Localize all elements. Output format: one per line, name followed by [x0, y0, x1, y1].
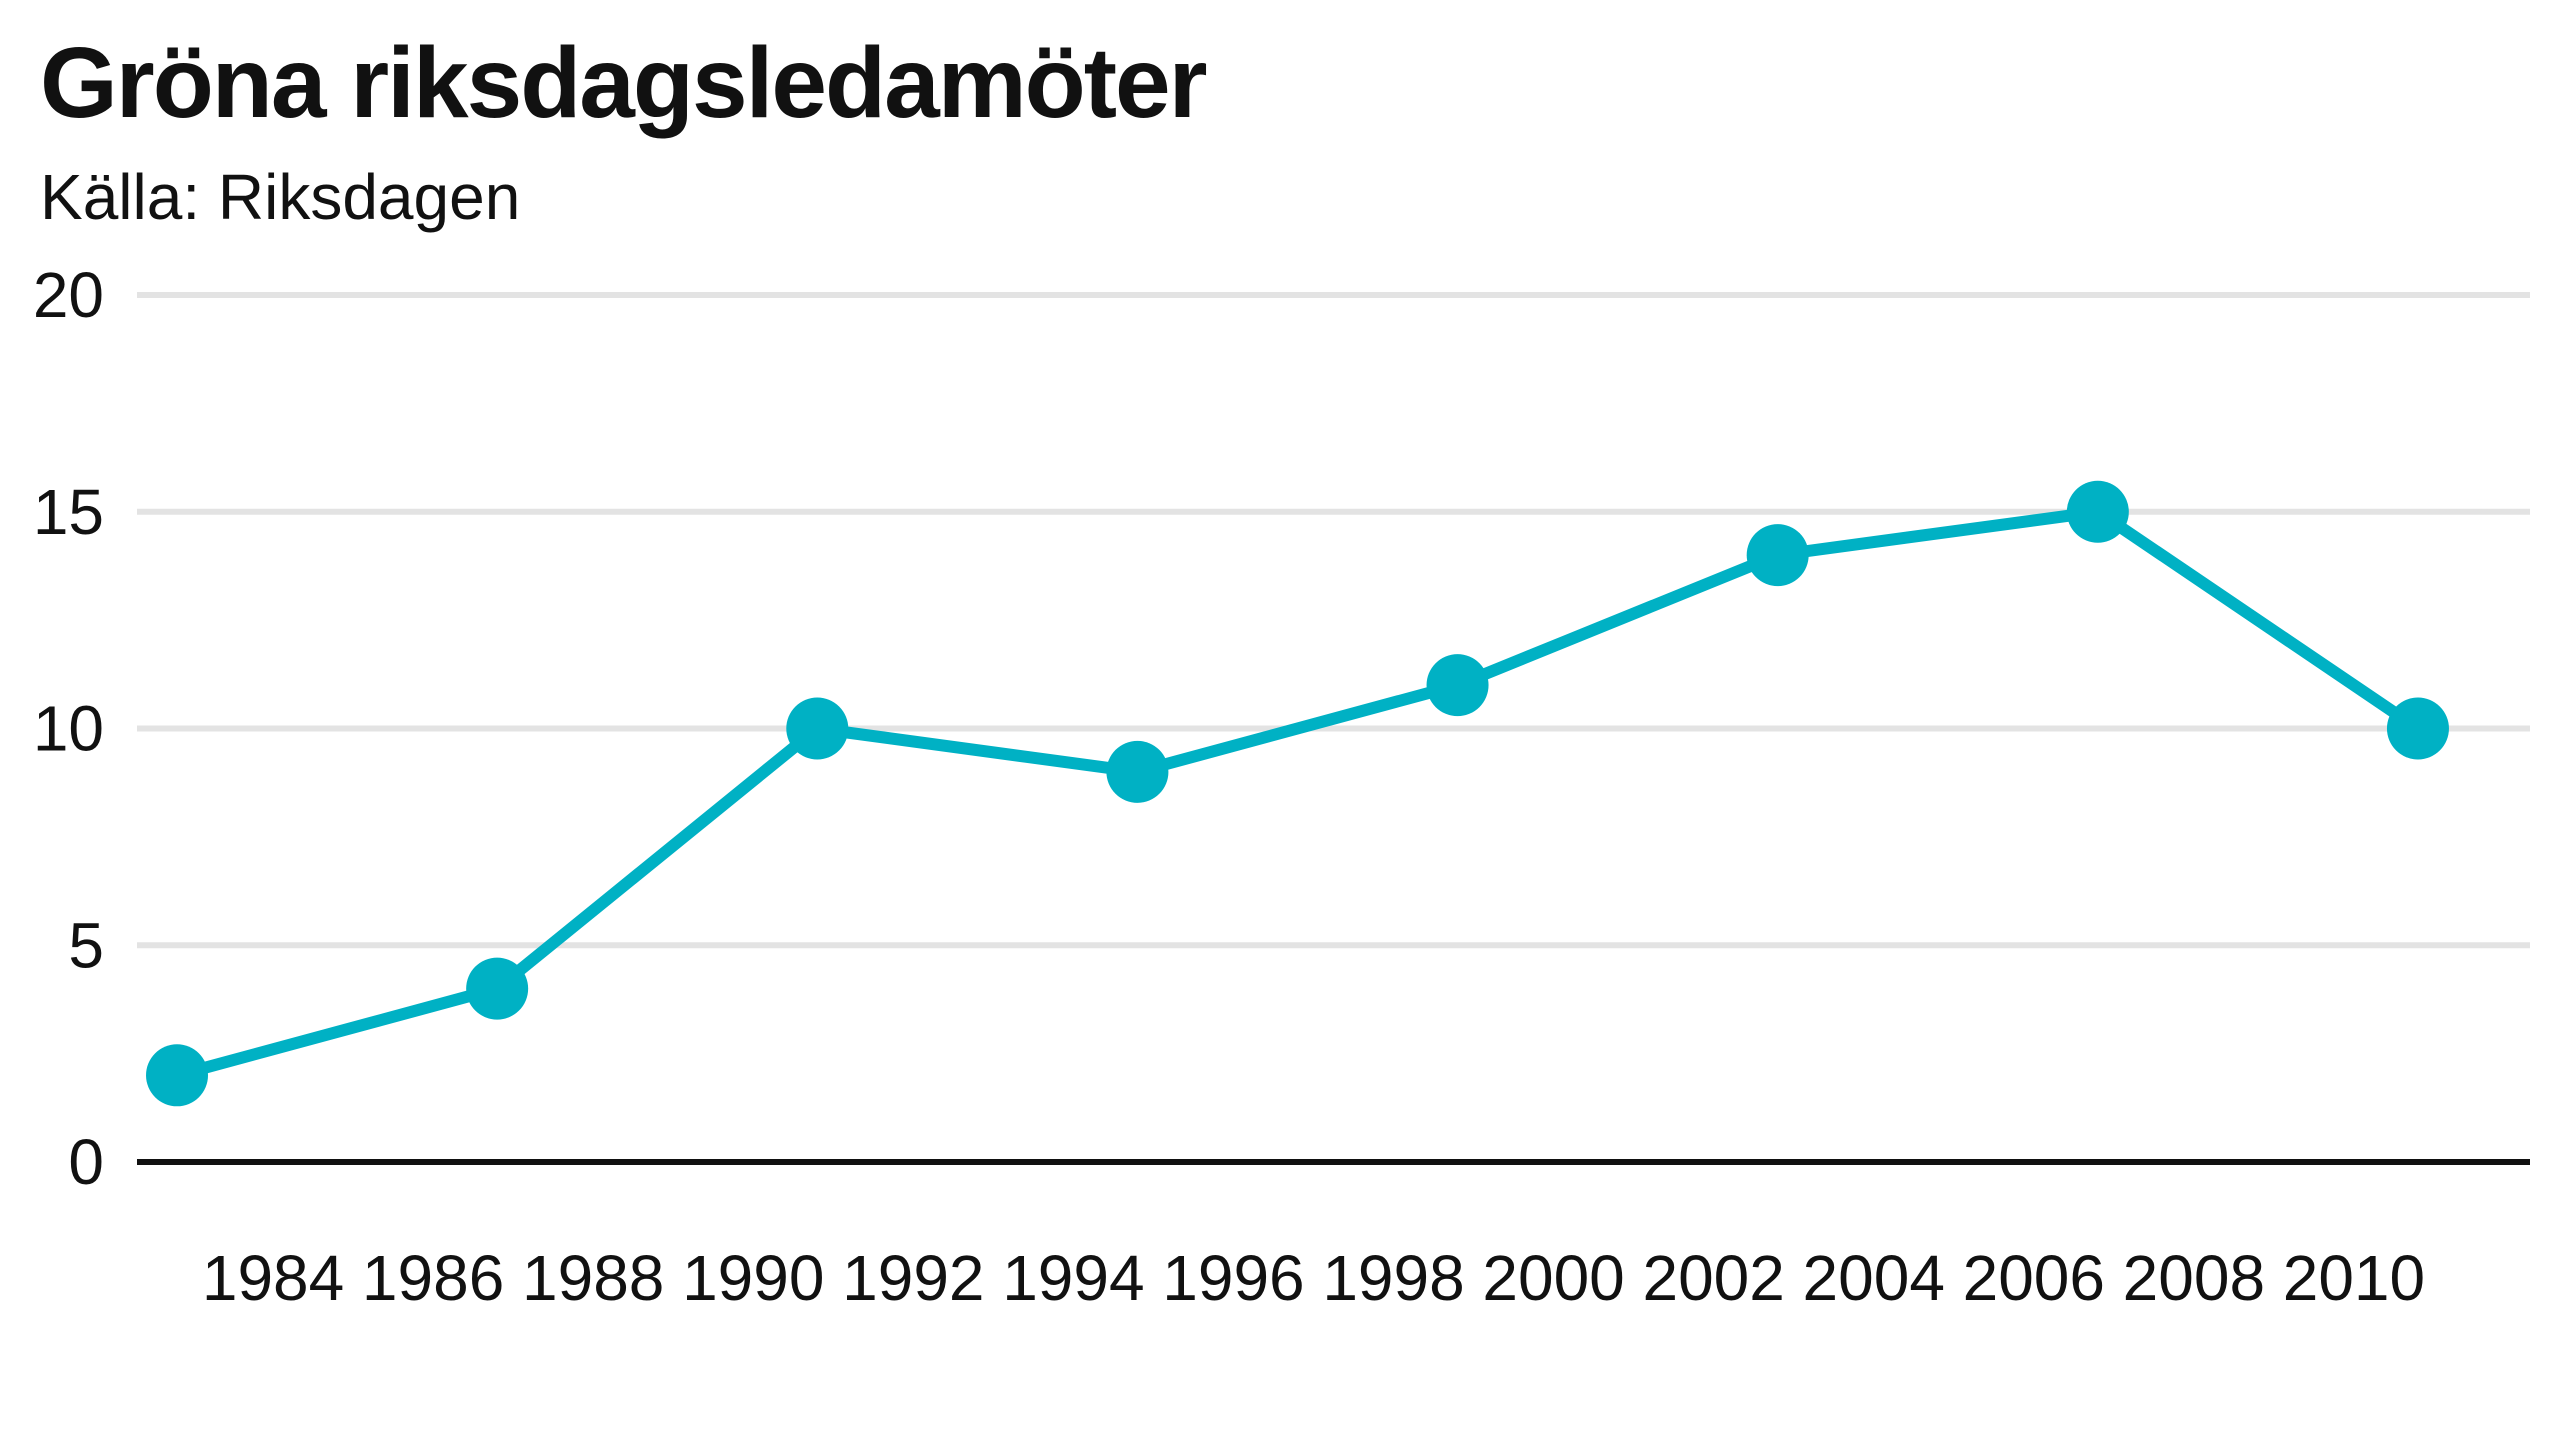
chart-source: Källa: Riksdagen — [40, 161, 521, 233]
y-tick-label-0: 0 — [68, 1126, 104, 1198]
x-tick-label-2002: 2002 — [1642, 1242, 1784, 1314]
x-tick-label-2008: 2008 — [2123, 1242, 2265, 1314]
x-tick-label-1994: 1994 — [1002, 1242, 1144, 1314]
y-tick-label-20: 20 — [33, 259, 104, 331]
x-tick-label-1990: 1990 — [682, 1242, 824, 1314]
x-tick-label-1998: 1998 — [1322, 1242, 1464, 1314]
x-tick-label-2004: 2004 — [1803, 1242, 1945, 1314]
data-point-4 — [466, 957, 529, 1020]
x-tick-label-1986: 1986 — [362, 1242, 504, 1314]
x-tick-label-2000: 2000 — [1482, 1242, 1624, 1314]
y-tick-label-15: 15 — [33, 476, 104, 548]
data-point-14 — [1746, 524, 1809, 587]
x-tick-label-2006: 2006 — [1963, 1242, 2105, 1314]
y-tick-label-10: 10 — [33, 693, 104, 765]
x-axis-tick-labels: 1984 1986 1988 1990 1992 1994 1996 1998 2000 2002… — [202, 1242, 2425, 1314]
x-tick-label-1996: 1996 — [1162, 1242, 1304, 1314]
x-tick-label-1988: 1988 — [522, 1242, 664, 1314]
series — [146, 480, 2449, 1107]
data-point-9 — [1106, 740, 1169, 803]
data-point-11 — [1426, 654, 1489, 717]
gridlines — [137, 292, 2530, 1165]
chart-title: Gröna riksdagsledamöter — [40, 27, 1208, 139]
series-line-0 — [171, 505, 2424, 1082]
x-tick-label-1992: 1992 — [842, 1242, 984, 1314]
x-tick-label-1984: 1984 — [202, 1242, 344, 1314]
y-tick-label-5: 5 — [68, 909, 104, 981]
data-point-10 — [2386, 697, 2449, 760]
data-point-2 — [146, 1044, 209, 1107]
x-tick-label-2010: 2010 — [2283, 1242, 2425, 1314]
data-point-10 — [786, 697, 849, 760]
data-point-15 — [2066, 480, 2129, 543]
y-axis-tick-labels: 0 5 10 15 20 — [33, 259, 104, 1198]
